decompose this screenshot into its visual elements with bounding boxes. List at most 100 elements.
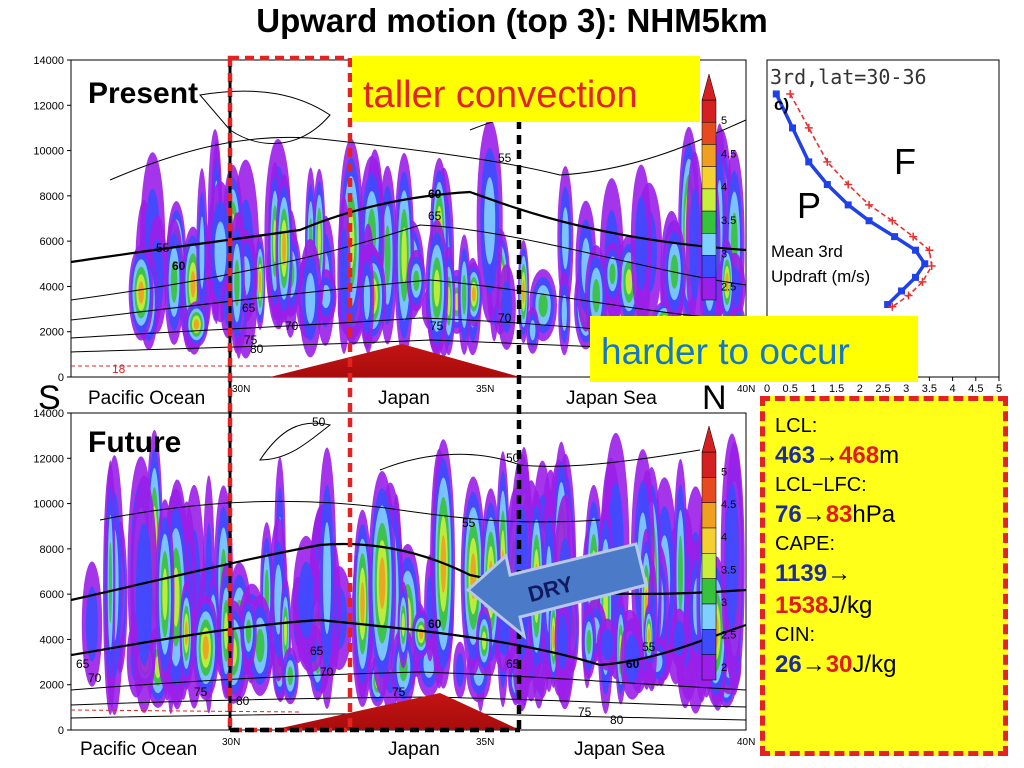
lfc-present: 76 <box>775 501 802 528</box>
taller-convection-text: taller convection <box>363 74 638 116</box>
colorbar-segment <box>701 166 717 190</box>
series-line-F <box>789 93 933 308</box>
convection-cell <box>170 260 178 303</box>
convection-cell <box>561 294 567 332</box>
contour-label: 70 <box>285 319 299 333</box>
cin-present: 26 <box>775 651 802 678</box>
series-point-P <box>911 246 919 254</box>
colorbar-tick: 5 <box>721 467 727 479</box>
convection-cell <box>283 616 288 647</box>
series-point-F <box>844 180 853 189</box>
japan-region-box <box>227 55 353 733</box>
lcl-unit: m <box>879 442 900 469</box>
lcl-future: 468 <box>839 442 880 469</box>
convection-cell <box>245 619 252 644</box>
y-tick-label: 6000 <box>40 236 64 248</box>
colorbar-tick: 3.5 <box>721 564 736 576</box>
convection-cell <box>363 275 371 320</box>
contour-label: 75 <box>194 685 208 699</box>
convection-cell <box>678 535 683 613</box>
convection-cell <box>592 278 600 313</box>
convection-cell <box>561 207 569 270</box>
cape-label: CAPE: <box>775 533 836 555</box>
series-point-P <box>865 217 873 225</box>
present-panel-label: Present <box>88 77 198 110</box>
arrow-glyph: → <box>827 560 852 587</box>
y-tick-label: 10000 <box>33 499 64 511</box>
arrow-glyph: → <box>801 651 826 678</box>
contour-label: 50 <box>506 451 520 465</box>
colorbar-tick: 3 <box>721 597 727 609</box>
colorbar-cap <box>701 73 717 101</box>
convection-cell <box>199 216 205 289</box>
contour-label: 60 <box>428 617 442 631</box>
updraft-label-line2: Updraft (m/s) <box>771 267 870 286</box>
contour-label: 75 <box>578 705 592 719</box>
convection-cell <box>255 628 265 663</box>
colorbar-tick: 4 <box>721 532 727 544</box>
x-tick-label: 0.5 <box>783 383 798 395</box>
series-point-P <box>805 158 813 166</box>
contour-label: 70 <box>88 671 102 685</box>
y-tick-label: 8000 <box>40 544 64 556</box>
series-point-F <box>804 123 813 132</box>
y-tick-label: 2000 <box>40 680 64 692</box>
cape-present: 1139 <box>775 560 828 587</box>
series-point-P <box>789 124 797 132</box>
y-tick-label: 14000 <box>33 408 64 420</box>
colorbar-tick: 2.5 <box>721 282 736 294</box>
convection-cell <box>322 522 332 635</box>
japan-terrain-future <box>272 693 520 730</box>
convection-cell <box>298 561 315 639</box>
x-tick-label: 3.5 <box>922 383 937 395</box>
y-tick-label: 14000 <box>33 55 64 67</box>
convection-cell <box>634 195 648 291</box>
colorbar-segment <box>701 255 717 279</box>
lat-tick: 35N <box>476 384 494 395</box>
contour-label: 50 <box>312 415 326 429</box>
present-series-tag: P <box>797 185 821 226</box>
region-label: Japan <box>388 739 440 760</box>
series-point-P <box>844 201 852 209</box>
convection-cell <box>624 634 640 684</box>
y-tick-label: 2000 <box>40 327 64 339</box>
series-point-F <box>786 89 795 98</box>
present-colorbar: 5 4.5 4 3.5 3 2.5 <box>701 73 736 301</box>
colorbar-segment <box>701 210 717 234</box>
series-point-F <box>918 277 927 286</box>
present-y-axis: 0 2000 4000 6000 8000 10000 12000 14000 <box>33 55 71 384</box>
convection-cell <box>317 220 321 260</box>
arrow-glyph: → <box>815 442 840 469</box>
convection-cell <box>360 582 365 626</box>
series-point-F <box>927 262 936 271</box>
colorbar-tick: 3.5 <box>721 215 736 227</box>
convection-cell <box>501 281 513 333</box>
region-label: Japan <box>378 388 430 409</box>
series-point-P <box>823 181 831 189</box>
region-label: Japan Sea <box>574 739 665 760</box>
lfc-unit: hPa <box>852 501 896 528</box>
harder-to-occur-box <box>590 316 918 382</box>
y-tick-label: 0 <box>58 725 64 737</box>
convection-cell <box>600 629 614 661</box>
contour-label: 55 <box>642 640 656 654</box>
series-point-P <box>911 273 919 281</box>
contour-label: 60 <box>626 657 640 671</box>
region-label: Pacific Ocean <box>80 739 197 760</box>
x-tick-label: 3 <box>903 383 909 395</box>
y-tick-label: 12000 <box>33 100 64 112</box>
y-tick-label: 12000 <box>33 453 64 465</box>
contour-label: 18 <box>112 362 126 376</box>
colorbar-segment <box>701 603 717 630</box>
convection-cell <box>138 281 144 304</box>
y-tick-label: 10000 <box>33 146 64 158</box>
colorbar-segment <box>701 502 717 529</box>
page-title: Upward motion (top 3): NHM5km <box>256 2 768 39</box>
series-point-F <box>888 302 897 311</box>
contour-label: 55 <box>156 241 170 255</box>
convection-cell <box>214 221 227 282</box>
series-point-P <box>898 287 906 295</box>
colorbar-tick: 5 <box>721 115 727 127</box>
updraft-label-line1: Mean 3rd <box>771 242 843 261</box>
colorbar-cap <box>701 425 717 453</box>
